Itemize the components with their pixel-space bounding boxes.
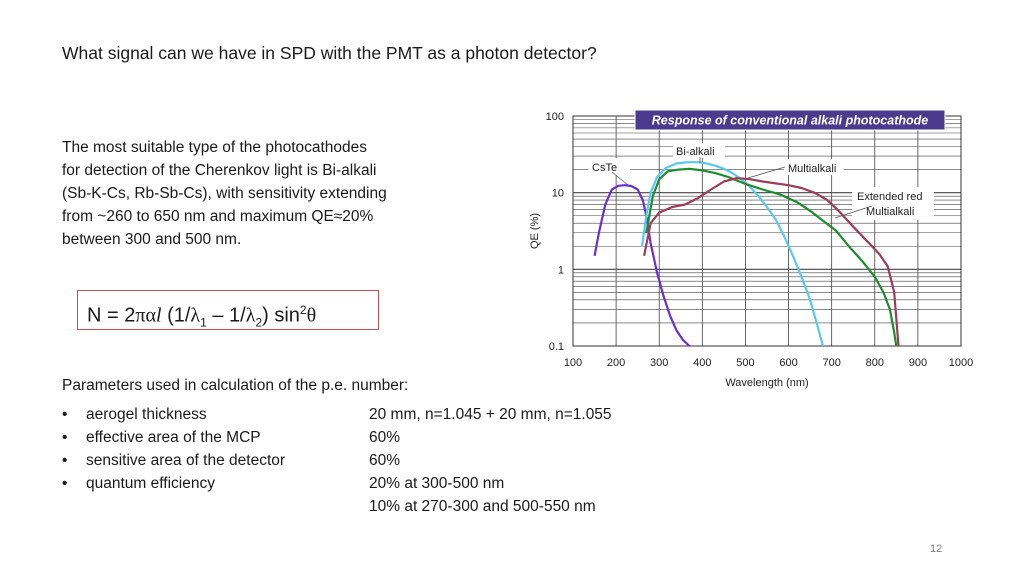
y-tick-label: 1 <box>558 264 564 276</box>
formula-length: l <box>155 304 162 327</box>
label-box-cste <box>588 158 630 175</box>
x-axis-label: Wavelength (nm) <box>725 377 808 389</box>
param-value: 20 mm, n=1.045 + 20 mm, n=1.055 <box>369 406 612 423</box>
y-tick-label: 10 <box>552 188 564 200</box>
paragraph-line: (Sb-K-Cs, Rb-Sb-Cs), with sensitivity ex… <box>62 185 387 202</box>
formula-lambda1: λ <box>190 304 201 327</box>
x-tick-label: 600 <box>779 357 797 369</box>
series-line-extended-red-multialkali <box>643 177 900 347</box>
paragraph-line: between 300 and 500 nm. <box>62 231 242 248</box>
annotation-leader <box>747 166 786 179</box>
label-box-extended-red <box>852 187 934 220</box>
series-line-bi-alkali <box>640 161 825 347</box>
annotation-leader <box>611 171 629 186</box>
paragraph-line: The most suitable type of the photocatho… <box>62 139 368 156</box>
page-number: 12 <box>930 543 943 555</box>
formula-pi: π <box>135 304 146 327</box>
chart-title: Response of conventional alkali photocat… <box>652 114 928 128</box>
formula-lhs: N = 2 <box>87 304 136 327</box>
plot-area <box>573 116 961 346</box>
param-label: sensitive area of the detector <box>86 452 286 469</box>
y-tick-label: 100 <box>546 111 564 123</box>
param-label: aerogel thickness <box>86 406 207 423</box>
formula-theta: θ <box>306 304 317 327</box>
x-tick-label: 300 <box>650 357 668 369</box>
x-tick-label: 1000 <box>949 357 973 369</box>
x-tick-label: 900 <box>909 357 927 369</box>
series-line-cste <box>593 184 691 347</box>
chart-title-box <box>634 109 946 131</box>
series-line-multialkali <box>645 167 898 347</box>
param-value: 60% <box>369 429 401 446</box>
annotation-bialkali: Bi-alkali <box>676 146 715 158</box>
formula-sub2: 2 <box>255 315 263 330</box>
paragraph-line: from ~260 to 650 nm and maximum QE≈20% <box>62 208 374 225</box>
formula-alpha: α <box>145 304 156 327</box>
annotation-multialkali-2: Multialkali <box>866 206 914 218</box>
bullet: • <box>62 429 68 446</box>
description-paragraph: The most suitable type of the photocatho… <box>62 136 462 251</box>
slide-title: What signal can we have in SPD with the … <box>62 43 597 63</box>
annotation-multialkali: Multialkali <box>788 163 836 175</box>
x-tick-label: 700 <box>822 357 840 369</box>
photoelectron-formula: N = 2παl (1/λ1 – 1/λ2) sin2θ <box>77 290 379 330</box>
param-value: 60% <box>369 452 401 469</box>
param-value: 20% at 300-500 nm <box>369 475 505 492</box>
y-axis-label: QE (%) <box>529 213 541 249</box>
label-box-bialkali <box>673 143 725 158</box>
formula-sub1: 1 <box>200 315 207 330</box>
annotation-leader <box>834 205 873 219</box>
formula-lambda2: λ <box>245 304 256 327</box>
formula-open: (1/ <box>161 304 191 327</box>
formula-minus: – 1/ <box>206 304 246 327</box>
paragraph-line: for detection of the Cherenkov light is … <box>62 162 377 179</box>
params-heading: Parameters used in calculation of the p.… <box>62 377 409 394</box>
bullet: • <box>62 406 68 423</box>
annotation-cste: CsTe <box>592 162 617 174</box>
x-tick-label: 100 <box>564 357 582 369</box>
label-box-multialkali <box>784 159 844 175</box>
bullet: • <box>62 475 68 492</box>
x-tick-label: 800 <box>866 357 884 369</box>
x-tick-label: 200 <box>607 357 625 369</box>
y-tick-label: 0.1 <box>549 341 564 353</box>
param-value: 10% at 270-300 and 500-550 nm <box>369 498 596 515</box>
param-label: quantum efficiency <box>86 475 215 492</box>
bullet: • <box>62 452 68 469</box>
x-tick-label: 400 <box>693 357 711 369</box>
param-label: effective area of the MCP <box>86 429 261 446</box>
formula-sup: 2 <box>299 303 307 317</box>
annotation-extended-red: Extended red <box>857 191 922 203</box>
x-tick-label: 500 <box>736 357 754 369</box>
formula-close: ) sin <box>262 304 300 327</box>
